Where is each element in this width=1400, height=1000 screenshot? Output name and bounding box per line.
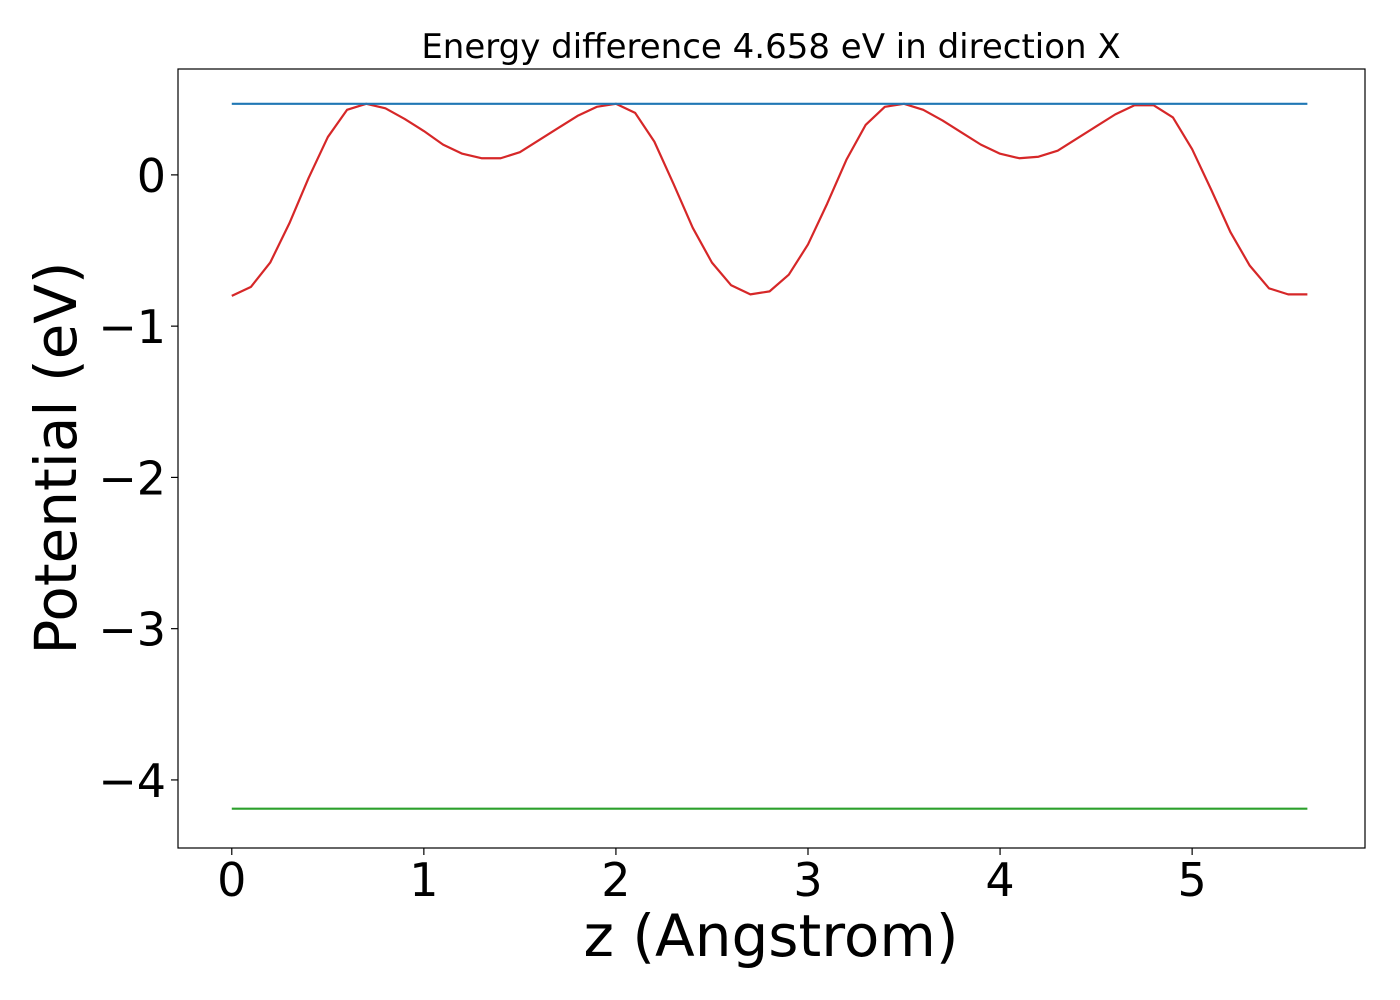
x-tick-label: 5: [1177, 853, 1206, 907]
y-tick-label: 0: [137, 149, 166, 203]
plot-lines: [231, 102, 1308, 810]
y-tick-label: −1: [98, 300, 166, 354]
x-axis-label: z (Angstrom): [584, 902, 959, 970]
y-tick-label: −4: [98, 754, 166, 808]
y-tick-label: −2: [98, 451, 166, 505]
x-tick-label: 4: [985, 853, 1014, 907]
y-axis-ticks: 0 −1 −2 −3 −4: [98, 149, 178, 808]
x-tick-label: 0: [217, 853, 246, 907]
x-tick-label: 3: [793, 853, 822, 907]
y-axis-label: Potential (eV): [22, 261, 90, 654]
y-tick-label: −3: [98, 603, 166, 657]
series-line-0: [231, 102, 1308, 297]
x-axis-ticks: 0 1 2 3 4 5: [217, 848, 1207, 907]
x-tick-label: 1: [409, 853, 438, 907]
chart-title: Energy difference 4.658 eV in direction …: [421, 27, 1120, 67]
x-tick-label: 2: [601, 853, 630, 907]
plot-area-frame: [177, 68, 1366, 849]
